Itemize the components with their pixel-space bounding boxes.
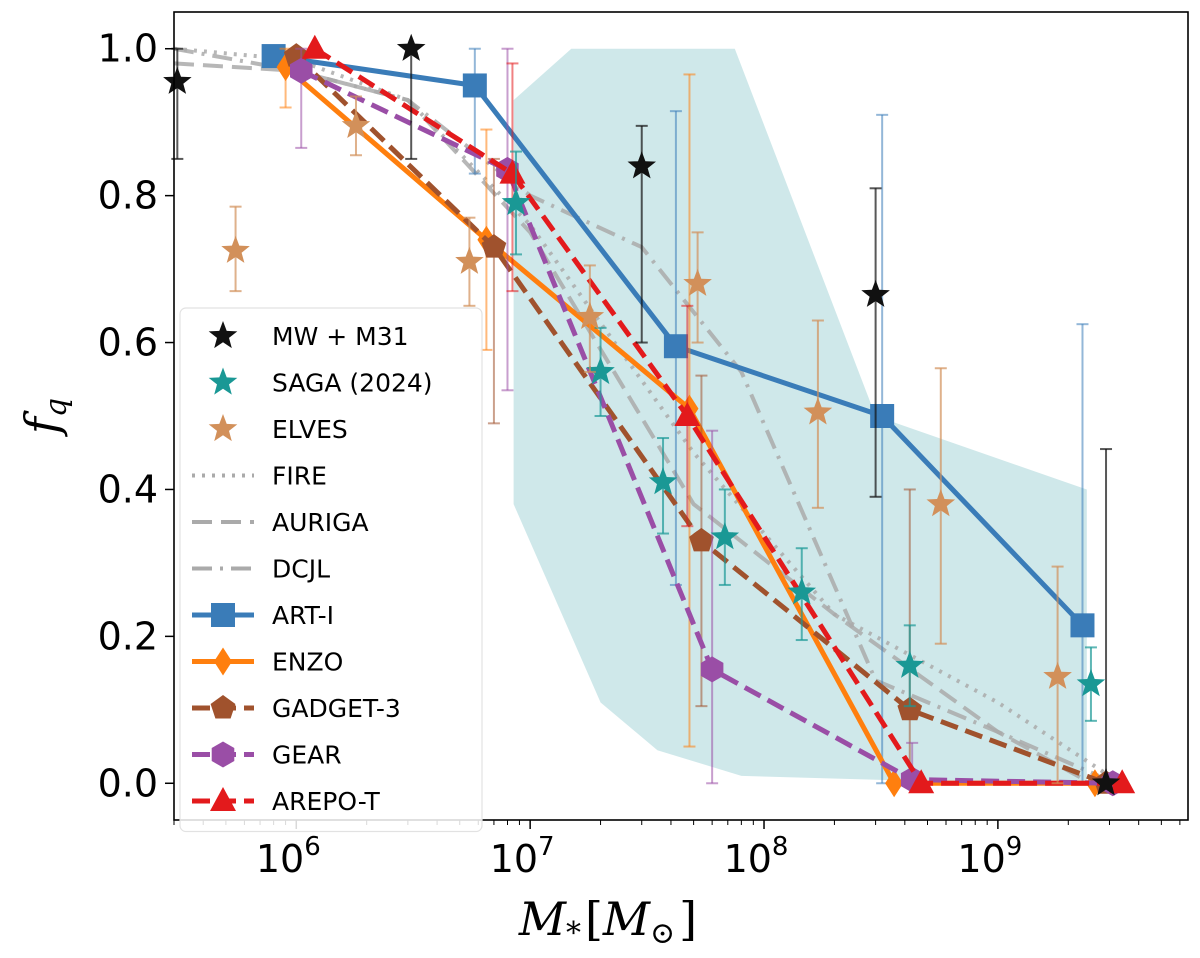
gear-point xyxy=(700,656,724,683)
arepo-t-point xyxy=(301,34,328,59)
elves-star-point xyxy=(341,110,371,138)
mw-m31-star-point xyxy=(396,33,426,61)
mw-m31-star-point xyxy=(163,66,192,94)
gear-point xyxy=(290,57,313,84)
x-tick-label: 108 xyxy=(724,832,789,881)
elves-star-point xyxy=(803,397,833,425)
legend-label: GADGET-3 xyxy=(272,694,401,723)
legend-marker-swatch xyxy=(211,741,235,768)
gadget-3-error-bar xyxy=(487,157,500,425)
legend-label: FIRE xyxy=(272,462,327,491)
art-i-point xyxy=(663,334,688,359)
saga-2024-star-point xyxy=(586,356,615,385)
legend-marker-swatch xyxy=(214,647,232,676)
x-axis-title: M*[M⊙] xyxy=(518,892,697,951)
legend-entry-fire: FIRE xyxy=(192,462,327,491)
legend-entry-auriga: AURIGA xyxy=(192,508,369,537)
legend: MW + M31 SAGA (2024) ELVES FIRE AURIGA DCJL AR… xyxy=(179,307,483,833)
legend-star-swatch xyxy=(208,321,238,349)
mw-m31-error-bar xyxy=(1100,448,1113,785)
legend-label: DCJL xyxy=(272,555,330,584)
legend-label: MW + M31 xyxy=(272,322,409,351)
arepo-t-point xyxy=(499,159,526,184)
arepo-t-point xyxy=(908,769,935,794)
simulation-series-layer xyxy=(261,34,1136,798)
y-tick-label: 0.4 xyxy=(98,467,158,511)
mw-m31-star-point xyxy=(627,151,656,179)
mw-m31-star-point xyxy=(1091,768,1121,796)
saga-2024-star-point xyxy=(648,467,678,495)
arepo-t-point xyxy=(1109,769,1136,794)
art-i-point xyxy=(261,44,286,69)
gear-error-bar xyxy=(501,47,514,392)
enzo-point xyxy=(885,769,904,798)
shaded-band-layer xyxy=(513,48,1087,784)
legend-label: ELVES xyxy=(272,415,348,444)
legend-star-swatch xyxy=(208,414,238,442)
legend-marker-swatch xyxy=(210,695,236,719)
legend-marker-swatch xyxy=(211,603,235,627)
elves-star-point xyxy=(926,489,956,517)
mw-m31-error-bar xyxy=(869,187,882,498)
legend-label: GEAR xyxy=(272,741,342,770)
shaded-band xyxy=(513,48,1087,784)
legend-label: AURIGA xyxy=(272,508,369,537)
y-tick-label: 0.8 xyxy=(98,174,158,218)
reference-line-auriga xyxy=(174,61,1092,786)
elves-star-point xyxy=(221,235,250,263)
saga-2024-star-point xyxy=(501,188,531,216)
gadget-3-point xyxy=(897,696,923,721)
legend-entry-arepo-t: AREPO-T xyxy=(192,787,380,816)
legend-star-swatch xyxy=(208,367,238,395)
legend-entry-gear: GEAR xyxy=(192,741,342,770)
legend-entry-dcjl: DCJL xyxy=(192,555,330,584)
art-i-point xyxy=(870,404,895,428)
x-tick-label: 106 xyxy=(256,832,321,881)
gadget-3-point xyxy=(481,234,507,258)
saga-2024-star-point xyxy=(1076,669,1106,697)
legend-label: ART-I xyxy=(272,601,334,630)
legend-entry-gadget-3: GADGET-3 xyxy=(192,694,401,723)
axes-layer: 0.0 0.2 0.4 0.6 0.8 1.0 106 107 108 109 xyxy=(98,27,1181,881)
legend-entry-enzo: ENZO xyxy=(192,647,343,677)
legend-entry-saga-2024: SAGA (2024) xyxy=(208,367,433,398)
art-i-point xyxy=(462,73,487,98)
plot-frame xyxy=(173,11,1189,821)
x-tick-label: 109 xyxy=(957,832,1022,881)
elves-star-point xyxy=(683,268,712,296)
legend-label: ENZO xyxy=(272,648,343,677)
legend-entry-mw-m31: MW + M31 xyxy=(208,321,409,351)
legend-label: AREPO-T xyxy=(272,787,380,816)
observations-mw-m31 xyxy=(163,33,1121,796)
gadget-3-point xyxy=(689,527,714,552)
legend-entry-elves: ELVES xyxy=(208,414,348,444)
y-tick-label: 0.2 xyxy=(98,614,158,658)
y-axis-title: fq xyxy=(15,398,74,437)
y-tick-label: 1.0 xyxy=(98,27,158,71)
y-tick-label: 0.6 xyxy=(98,321,158,365)
series-arepo-t xyxy=(301,34,1136,794)
art-i-point xyxy=(1070,613,1095,638)
elves-star-point xyxy=(575,301,605,329)
observations-saga-2024 xyxy=(501,150,1106,722)
elves-star-point xyxy=(1043,661,1072,689)
mw-m31-star-point xyxy=(861,279,890,307)
saga-2024-star-point xyxy=(895,650,924,678)
legend-label: SAGA (2024) xyxy=(272,369,433,398)
legend-marker-swatch xyxy=(210,787,236,811)
gear-error-bar xyxy=(706,429,719,785)
arepo-t-point xyxy=(674,402,701,426)
legend-box xyxy=(179,307,483,833)
series-art-i xyxy=(261,44,1095,785)
saga-2024-star-point xyxy=(787,577,816,605)
observations-elves xyxy=(221,95,1072,785)
x-tick-label: 107 xyxy=(490,832,555,881)
reference-line-fire xyxy=(174,46,1111,778)
saga-2024-star-point xyxy=(710,522,740,550)
legend-entry-art-i: ART-I xyxy=(192,601,334,630)
elves-star-point xyxy=(455,246,484,274)
y-tick-label: 0.0 xyxy=(98,761,158,805)
observations-layer xyxy=(163,33,1121,796)
